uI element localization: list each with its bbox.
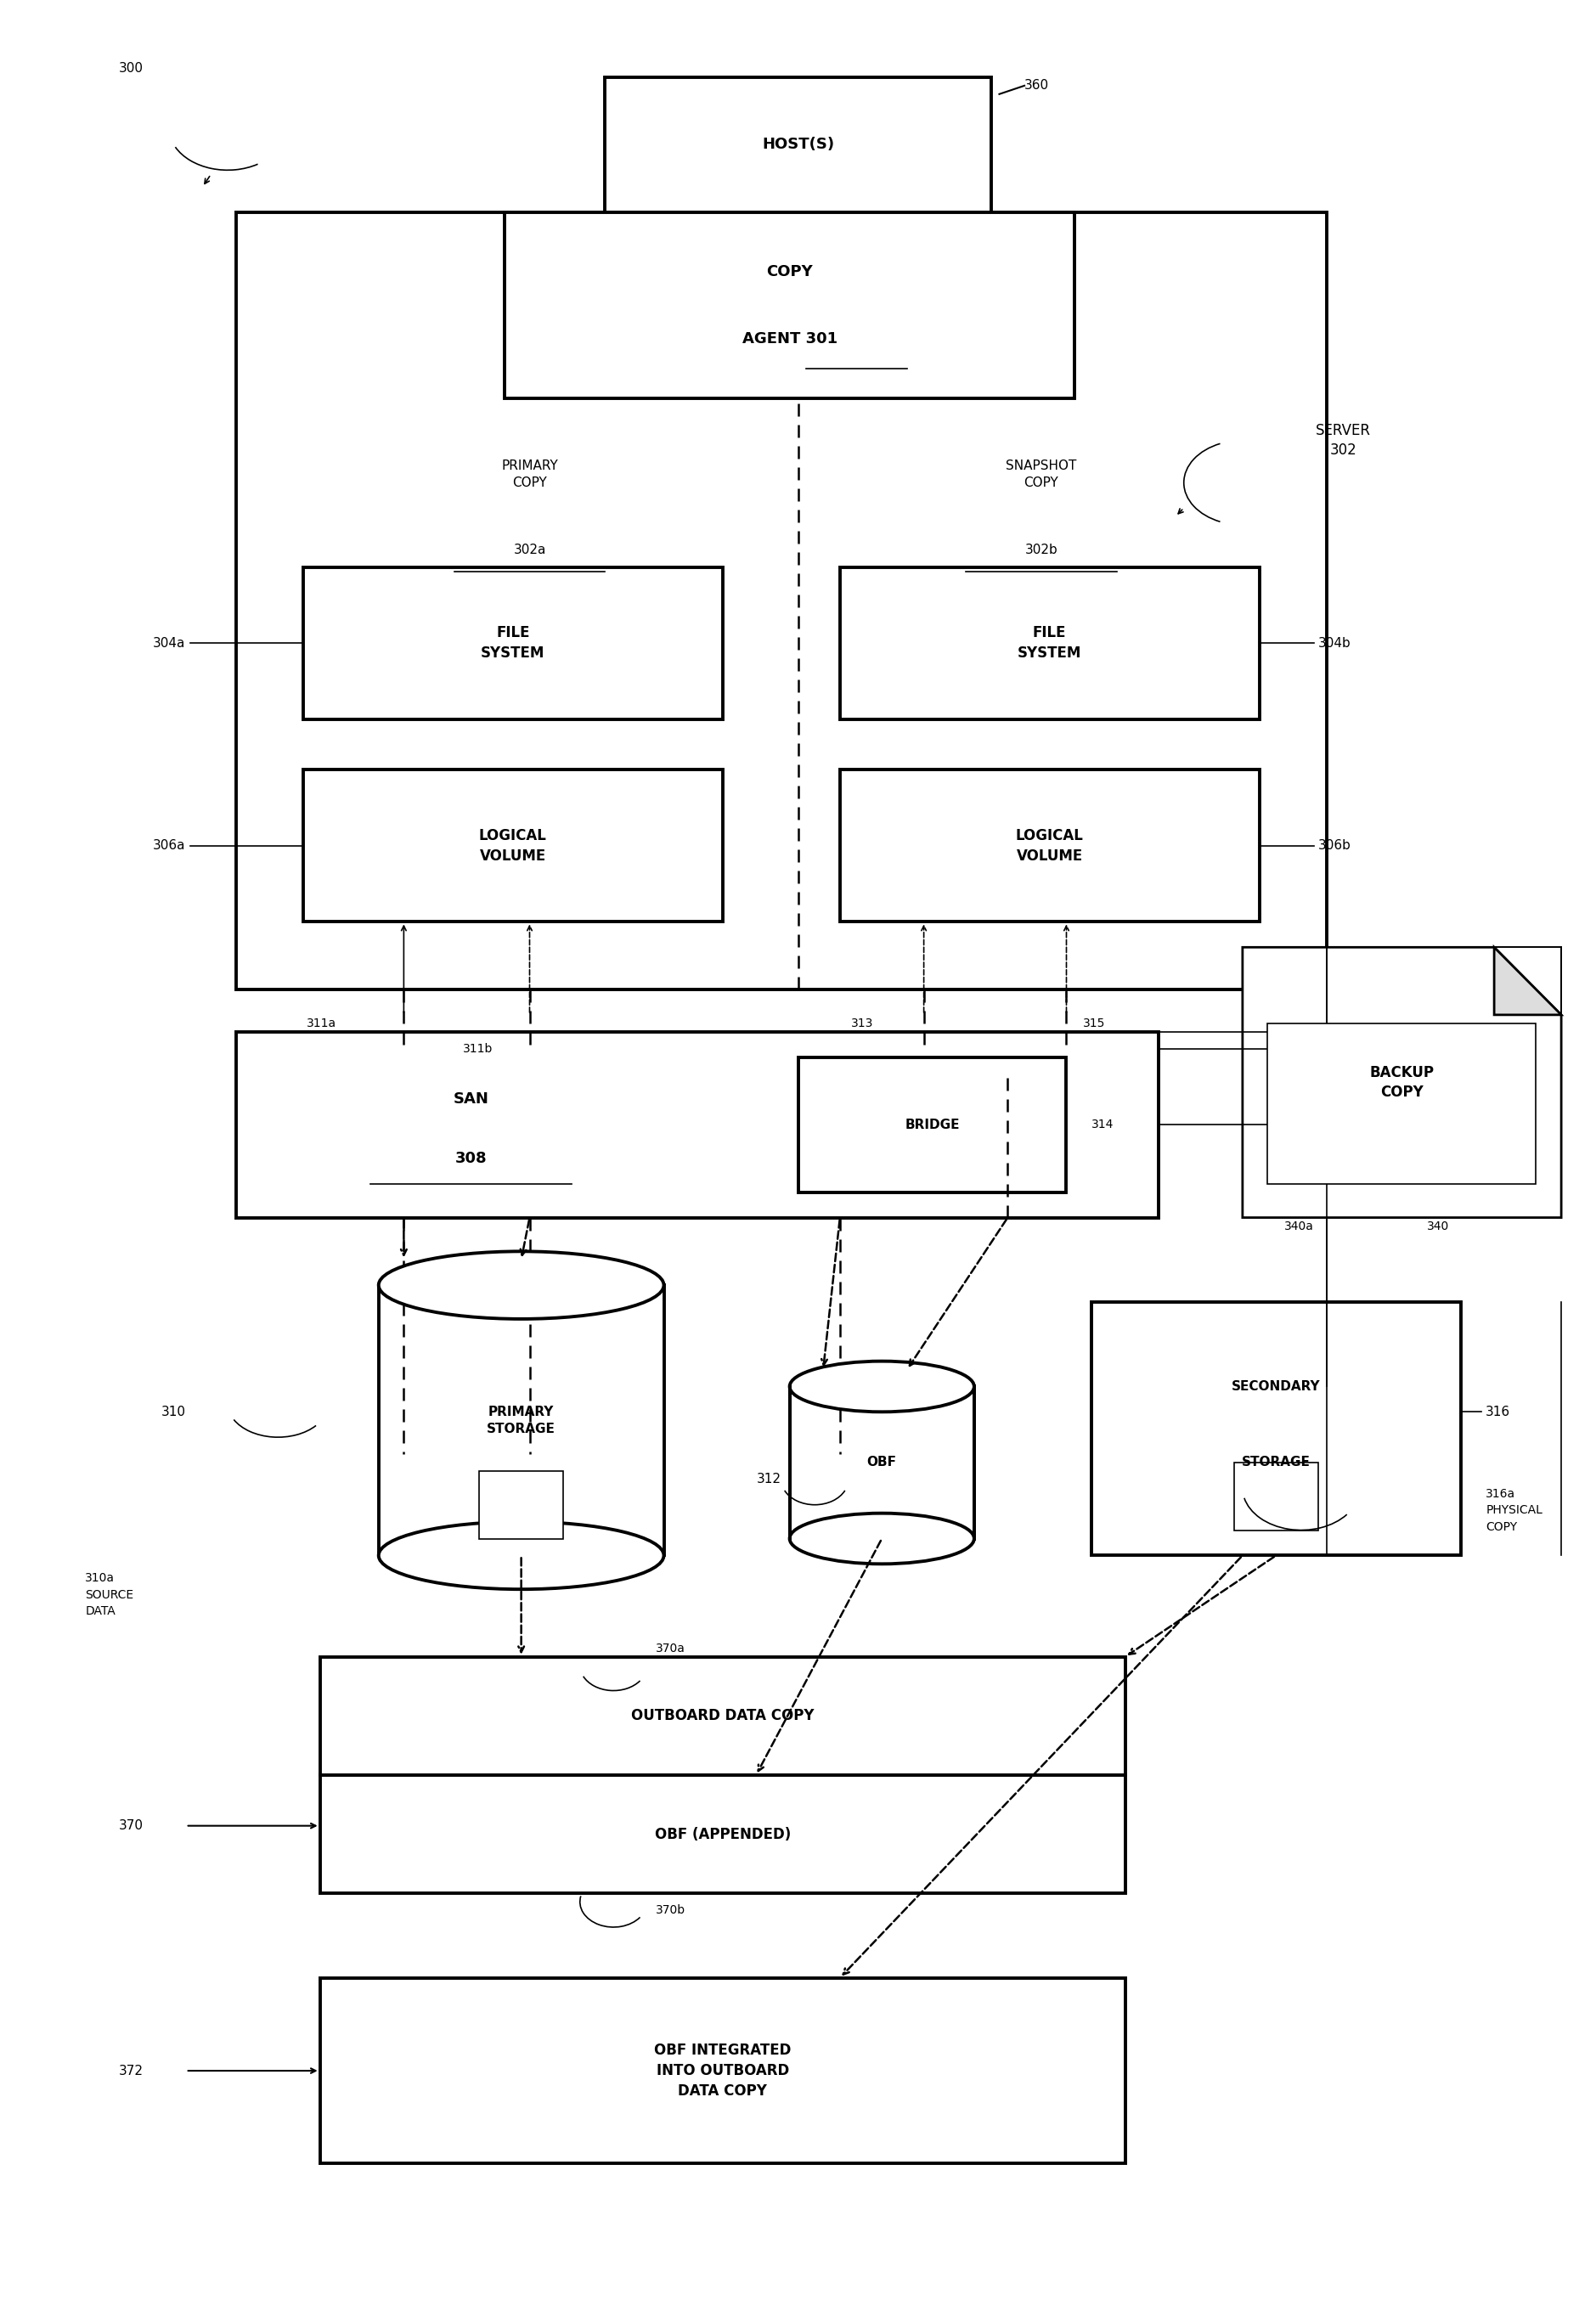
Text: HOST(S): HOST(S): [761, 138, 835, 152]
Text: PRIMARY
STORAGE: PRIMARY STORAGE: [487, 1405, 555, 1435]
Bar: [319, 1776, 1125, 1893]
Text: 360: 360: [1025, 78, 1049, 92]
Text: AGENT 301: AGENT 301: [742, 331, 838, 347]
Text: OBF (APPENDED): OBF (APPENDED): [654, 1826, 790, 1842]
Bar: [605, 78, 991, 212]
Text: 302a: 302a: [514, 543, 546, 557]
Text: 316: 316: [1486, 1405, 1510, 1419]
Text: 308: 308: [455, 1150, 487, 1166]
Text: STORAGE: STORAGE: [1242, 1456, 1310, 1470]
Bar: [1234, 1463, 1318, 1530]
Ellipse shape: [790, 1362, 974, 1412]
Bar: [236, 212, 1326, 989]
Text: 313: 313: [851, 1017, 873, 1028]
Ellipse shape: [790, 1513, 974, 1564]
Text: SECONDARY: SECONDARY: [1232, 1380, 1320, 1394]
Text: 315: 315: [1084, 1017, 1106, 1028]
Text: BACKUP
COPY: BACKUP COPY: [1369, 1065, 1435, 1099]
Text: 306a: 306a: [153, 840, 185, 853]
Text: 370b: 370b: [656, 1904, 685, 1916]
Text: 372: 372: [118, 2065, 144, 2077]
Text: 310a
SOURCE
DATA: 310a SOURCE DATA: [85, 1573, 134, 1617]
Bar: [798, 1058, 1066, 1191]
Text: BRIDGE: BRIDGE: [905, 1118, 959, 1132]
Ellipse shape: [378, 1251, 664, 1318]
Text: LOGICAL
VOLUME: LOGICAL VOLUME: [1015, 828, 1084, 862]
Bar: [504, 212, 1074, 398]
Text: 311b: 311b: [463, 1042, 493, 1056]
Text: 370: 370: [118, 1819, 144, 1833]
Text: 304a: 304a: [153, 637, 185, 649]
Bar: [790, 1387, 974, 1539]
Bar: [236, 1033, 1159, 1217]
Text: 316a
PHYSICAL
COPY: 316a PHYSICAL COPY: [1486, 1488, 1543, 1532]
Bar: [303, 568, 723, 720]
Text: OBF: OBF: [867, 1456, 897, 1470]
Text: OBF INTEGRATED
INTO OUTBOARD
DATA COPY: OBF INTEGRATED INTO OUTBOARD DATA COPY: [654, 2042, 792, 2098]
Text: 304b: 304b: [1318, 637, 1350, 649]
Bar: [378, 1286, 664, 1555]
Text: 340a: 340a: [1285, 1219, 1314, 1233]
Text: COPY: COPY: [766, 264, 812, 278]
Bar: [303, 771, 723, 922]
Text: 302b: 302b: [1025, 543, 1058, 557]
Text: PRIMARY
COPY: PRIMARY COPY: [501, 460, 559, 490]
Bar: [839, 771, 1259, 922]
Polygon shape: [1494, 948, 1561, 1014]
Bar: [1092, 1302, 1460, 1555]
Text: FILE
SYSTEM: FILE SYSTEM: [1018, 626, 1082, 660]
Bar: [839, 568, 1259, 720]
Text: 310: 310: [161, 1405, 185, 1419]
Text: LOGICAL
VOLUME: LOGICAL VOLUME: [479, 828, 547, 862]
Bar: [479, 1472, 563, 1539]
Polygon shape: [1243, 948, 1561, 1217]
Text: 311a: 311a: [306, 1017, 337, 1028]
Text: SERVER
302: SERVER 302: [1315, 423, 1371, 458]
Text: SNAPSHOT
COPY: SNAPSHOT COPY: [1005, 460, 1077, 490]
Text: 314: 314: [1092, 1118, 1114, 1132]
Bar: [319, 1978, 1125, 2164]
Bar: [319, 1656, 1125, 1776]
Text: 300: 300: [118, 62, 144, 76]
Text: SAN: SAN: [453, 1092, 488, 1106]
Text: 370a: 370a: [656, 1642, 685, 1654]
Bar: [790, 1387, 974, 1539]
Bar: [1267, 1024, 1535, 1184]
Text: 340: 340: [1427, 1219, 1449, 1233]
Text: 306b: 306b: [1318, 840, 1352, 853]
Text: 312: 312: [757, 1472, 780, 1486]
Text: OUTBOARD DATA COPY: OUTBOARD DATA COPY: [630, 1709, 814, 1723]
Ellipse shape: [378, 1523, 664, 1589]
Text: FILE
SYSTEM: FILE SYSTEM: [480, 626, 544, 660]
